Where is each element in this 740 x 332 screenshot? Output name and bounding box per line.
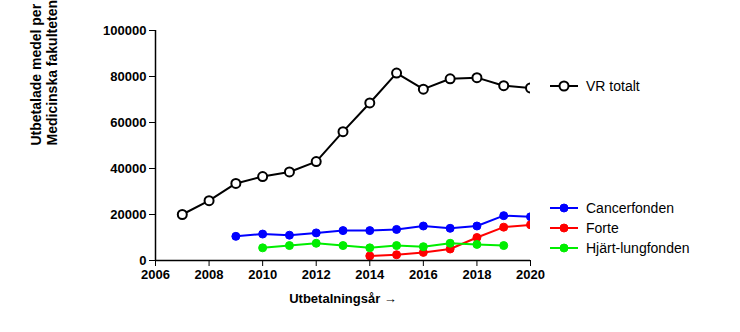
- html-text:Hjärt-lungfonden: Hjärt-lungfonden: [586, 240, 690, 256]
- svg-text:2014: 2014: [355, 267, 385, 282]
- svg-text:2018: 2018: [462, 267, 491, 282]
- svg-text:20000: 20000: [110, 207, 146, 222]
- svg-text:40000: 40000: [110, 161, 146, 176]
- svg-text:2006: 2006: [141, 267, 170, 282]
- svg-text:100000: 100000: [103, 23, 146, 38]
- svg-text:2010: 2010: [248, 267, 277, 282]
- svg-text:2020: 2020: [516, 267, 545, 282]
- html-text:VR totalt: VR totalt: [586, 78, 640, 94]
- html-text:Cancerfonden: Cancerfonden: [586, 200, 674, 216]
- svg-text:Utbetalade medel per år tillMe: Utbetalade medel per år tillMedicinska f…: [28, 0, 60, 146]
- svg-text:60000: 60000: [110, 115, 146, 130]
- svg-text:Utbetalningsår →: Utbetalningsår →: [289, 291, 397, 306]
- svg-text:2012: 2012: [302, 267, 331, 282]
- html-text:Forte: Forte: [586, 220, 619, 236]
- svg-text:2008: 2008: [195, 267, 224, 282]
- svg-text:80000: 80000: [110, 69, 146, 84]
- svg-text:0: 0: [139, 253, 146, 268]
- svg-text:2016: 2016: [409, 267, 438, 282]
